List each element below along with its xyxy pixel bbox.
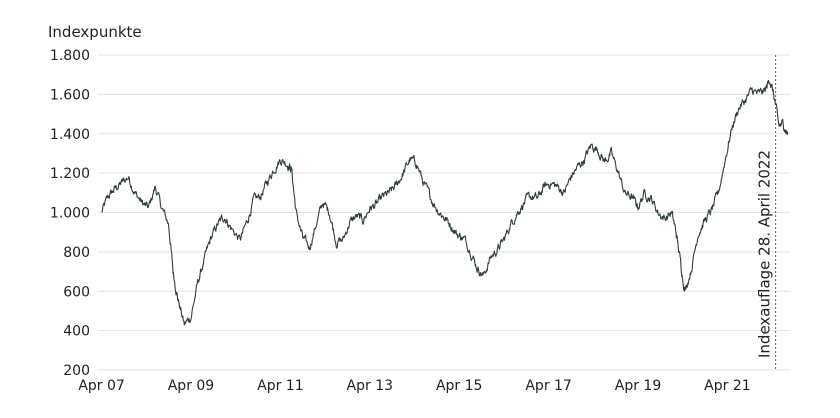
x-tick-label: Apr 09: [168, 378, 214, 394]
y-tick-label: 800: [63, 245, 90, 261]
x-tick-label: Apr 07: [78, 378, 124, 394]
y-tick-label: 1.400: [50, 127, 90, 143]
x-tick-label: Apr 21: [704, 378, 750, 394]
y-tick-label: 1.600: [50, 87, 90, 103]
gridlines: [98, 54, 790, 371]
y-tick-label: 1.000: [50, 206, 90, 222]
x-tick-label: Apr 13: [347, 378, 393, 394]
y-axis-label: Indexpunkte: [48, 23, 142, 41]
y-tick-label: 400: [63, 324, 90, 340]
x-axis-tick-labels: Apr 07 Apr 09 Apr 11 Apr 13 Apr 15 Apr 17 Apr …: [78, 378, 750, 394]
annotation-label: Indexauflage 28. April 2022: [756, 150, 774, 358]
x-tick-label: Apr 11: [257, 378, 303, 394]
y-tick-label: 1.800: [50, 48, 90, 64]
y-tick-label: 1.200: [50, 166, 90, 182]
x-tick-label: Apr 17: [525, 378, 571, 394]
series-line: [101, 79, 789, 326]
x-tick-label: Apr 15: [436, 378, 482, 394]
y-tick-label: 600: [63, 284, 90, 300]
y-axis-tick-labels: 200 400 600 800 1.000 1.200 1.400 1.600 1.800: [50, 48, 90, 379]
x-tick-label: Apr 19: [615, 378, 661, 394]
y-tick-label: 200: [63, 363, 90, 379]
